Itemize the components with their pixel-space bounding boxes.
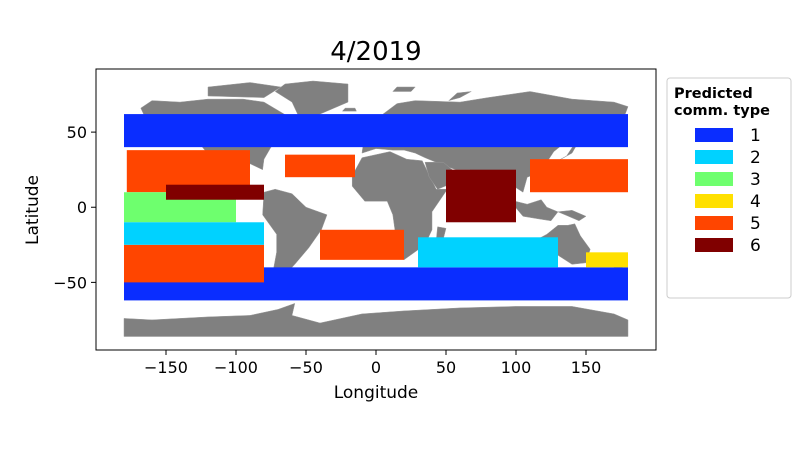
x-tick-label: 0 xyxy=(371,358,381,377)
legend-label-5: 5 xyxy=(750,214,761,234)
legend-swatch-6 xyxy=(695,238,733,252)
legend-swatch-3 xyxy=(695,172,733,186)
y-tick-label: 50 xyxy=(67,123,87,142)
africa-landmass xyxy=(351,151,448,261)
antarctica-landmass xyxy=(123,303,629,337)
svalbard-landmass xyxy=(392,86,416,92)
legend-title-line-2: comm. type xyxy=(674,103,770,119)
legend-label-2: 2 xyxy=(750,148,761,168)
iceland-landmass xyxy=(341,107,357,112)
y-axis-label: Latitude xyxy=(23,175,43,245)
greenland-landmass xyxy=(274,80,349,118)
legend-label-4: 4 xyxy=(750,192,761,212)
data-region-type-5 xyxy=(285,154,355,178)
x-tick-label: −100 xyxy=(214,358,258,377)
x-tick-label: −50 xyxy=(289,358,323,377)
x-tick-label: 50 xyxy=(436,358,456,377)
data-region-type-5 xyxy=(320,229,404,260)
y-tick-label: −50 xyxy=(53,273,87,292)
data-region-type-5 xyxy=(124,244,264,283)
novaya-zemlya-landmass xyxy=(448,91,472,101)
data-region-type-2 xyxy=(124,222,264,245)
legend-swatch-5 xyxy=(695,216,733,230)
x-tick-label: −150 xyxy=(144,358,188,377)
legend-label-3: 3 xyxy=(750,170,761,190)
ocean-data-layer xyxy=(124,114,628,301)
legend-swatch-2 xyxy=(695,150,733,164)
legend-swatch-4 xyxy=(695,194,733,208)
indonesia-landmass xyxy=(508,199,587,222)
chart-title: 4/2019 xyxy=(330,37,421,67)
y-tick-label: 0 xyxy=(77,198,87,217)
legend-label-1: 1 xyxy=(750,126,761,146)
legend-title-line-1: Predicted xyxy=(674,86,753,102)
x-tick-label: 100 xyxy=(501,358,532,377)
x-axis-ticks: −150 −100 −50 0 50 100 150 xyxy=(144,350,601,377)
data-region-type-6 xyxy=(446,169,516,223)
data-region-type-6 xyxy=(166,184,264,200)
data-region-type-5 xyxy=(530,159,628,193)
legend-label-6: 6 xyxy=(750,236,761,256)
data-region-type-2 xyxy=(418,237,558,268)
x-tick-label: 150 xyxy=(571,358,602,377)
data-region-type-4 xyxy=(586,252,628,268)
x-axis-label: Longitude xyxy=(334,383,419,403)
legend-swatch-1 xyxy=(695,128,733,142)
data-region-type-1 xyxy=(124,114,628,148)
y-axis-ticks: −50 0 50 xyxy=(53,123,96,292)
arctic-islands-landmass xyxy=(207,82,282,98)
